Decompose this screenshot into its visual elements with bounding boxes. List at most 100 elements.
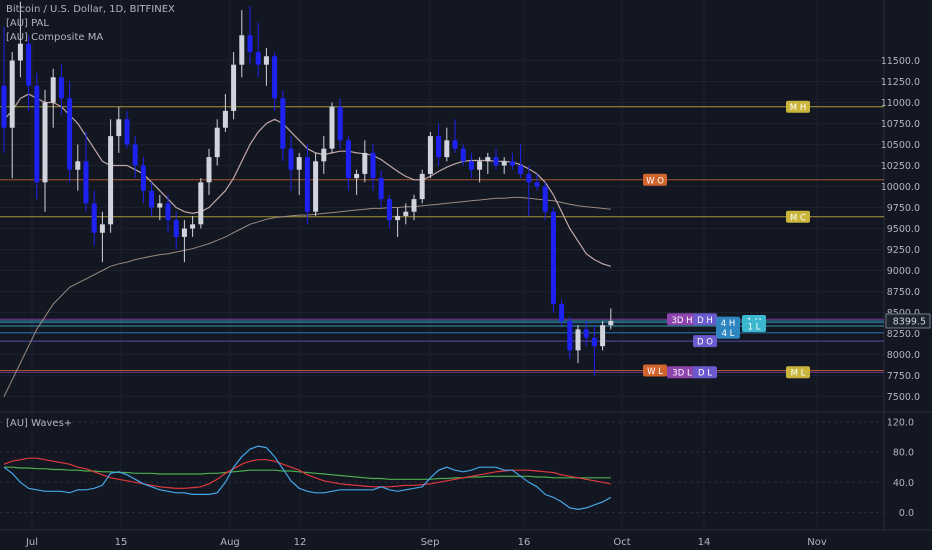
price-tick-label: 8250.0 (887, 329, 920, 340)
candle (304, 144, 310, 225)
price-tick-label: 10500.0 (881, 140, 920, 151)
level-label-text: W L (647, 367, 663, 377)
time-tick-label: 15 (115, 537, 128, 548)
candle (526, 165, 532, 216)
candle-body (75, 161, 81, 170)
candle-body (231, 64, 237, 111)
candle (17, 1, 23, 78)
level-label: 3D H (667, 313, 697, 326)
candle (165, 194, 171, 233)
candle (231, 52, 237, 120)
candle (477, 157, 483, 183)
candle (67, 81, 73, 183)
level-label: D L (693, 366, 717, 379)
price-tick-label: 11000.0 (881, 98, 920, 109)
candle (313, 152, 319, 216)
candle-body (452, 140, 458, 149)
level-label-text: D L (698, 369, 712, 379)
candle (501, 157, 507, 174)
candle-body (1, 85, 7, 128)
candle (329, 102, 335, 153)
candle-body (477, 161, 483, 170)
candle (157, 194, 163, 221)
level-label-text: D H (697, 316, 713, 326)
candle-body (460, 148, 466, 162)
candle (436, 123, 442, 166)
level-label: W O (643, 173, 667, 186)
candle (1, 26, 7, 153)
level-label: W L (643, 364, 667, 377)
candle (337, 98, 343, 149)
candle-body (99, 224, 105, 233)
candle (34, 73, 40, 200)
candle-body (214, 127, 220, 158)
candle-body (173, 220, 179, 237)
time-tick-label: Nov (807, 537, 827, 548)
candle-body (190, 224, 196, 229)
level-label: 3D L (667, 366, 697, 379)
candle (108, 119, 114, 233)
candle-body (518, 165, 524, 174)
candle (75, 144, 81, 191)
level-label-text: 1 L (748, 322, 761, 332)
candle-body (247, 35, 253, 53)
candle-body (370, 152, 376, 179)
candle (149, 182, 155, 216)
level-label-box (786, 366, 810, 379)
candle-body (108, 136, 114, 225)
candle (518, 144, 524, 179)
candle (485, 152, 491, 174)
candle (83, 131, 89, 212)
candle-body (395, 215, 401, 221)
candle-body (26, 43, 32, 86)
level-label-box (693, 313, 717, 326)
candle-body (263, 56, 269, 65)
level-label: D O (693, 335, 717, 348)
price-tick-label: 10250.0 (881, 161, 920, 172)
candle-body (501, 161, 507, 166)
candle (50, 68, 56, 128)
candle-body (255, 52, 261, 65)
candle-body (362, 152, 368, 174)
candle-body (272, 56, 278, 99)
level-label: 4 L (716, 326, 740, 339)
candle-body (403, 211, 409, 216)
candle (411, 194, 417, 221)
price-tick-label: 9250.0 (887, 245, 920, 256)
price-tick-label: 8750.0 (887, 287, 920, 298)
candle (395, 207, 401, 237)
candle-body (34, 85, 40, 183)
candle-body (468, 161, 474, 170)
candle-body (116, 119, 122, 137)
candle-body (345, 140, 351, 179)
candle (559, 299, 565, 326)
candle (608, 308, 614, 330)
candle (26, 35, 32, 111)
level-label: 4 H (716, 316, 740, 329)
level-label-text: 4 H (721, 319, 736, 329)
time-tick-label: 14 (698, 537, 711, 548)
waves-blue-line (3, 445, 612, 511)
candle-body (239, 35, 245, 65)
level-label-text: 4 L (722, 329, 735, 339)
candle-body (493, 157, 499, 166)
candle-body (329, 106, 335, 149)
candle (534, 173, 540, 191)
level-label-box (693, 335, 717, 348)
candle-body (42, 102, 48, 183)
price-tick-label: 10750.0 (881, 119, 920, 130)
candle (272, 52, 278, 111)
candle-body (321, 148, 327, 162)
candle (567, 316, 573, 359)
candle (468, 152, 474, 179)
indicator-pal-label: [AU] PAL (6, 18, 49, 29)
candle-body (542, 186, 548, 212)
candle-body (198, 182, 204, 225)
level-label-text: 3D H (671, 316, 692, 326)
candle (345, 136, 351, 191)
candle (198, 178, 204, 229)
candle (386, 194, 392, 229)
indicator-composite-ma-label: [AU] Composite MA (6, 32, 104, 43)
candle (460, 144, 466, 166)
